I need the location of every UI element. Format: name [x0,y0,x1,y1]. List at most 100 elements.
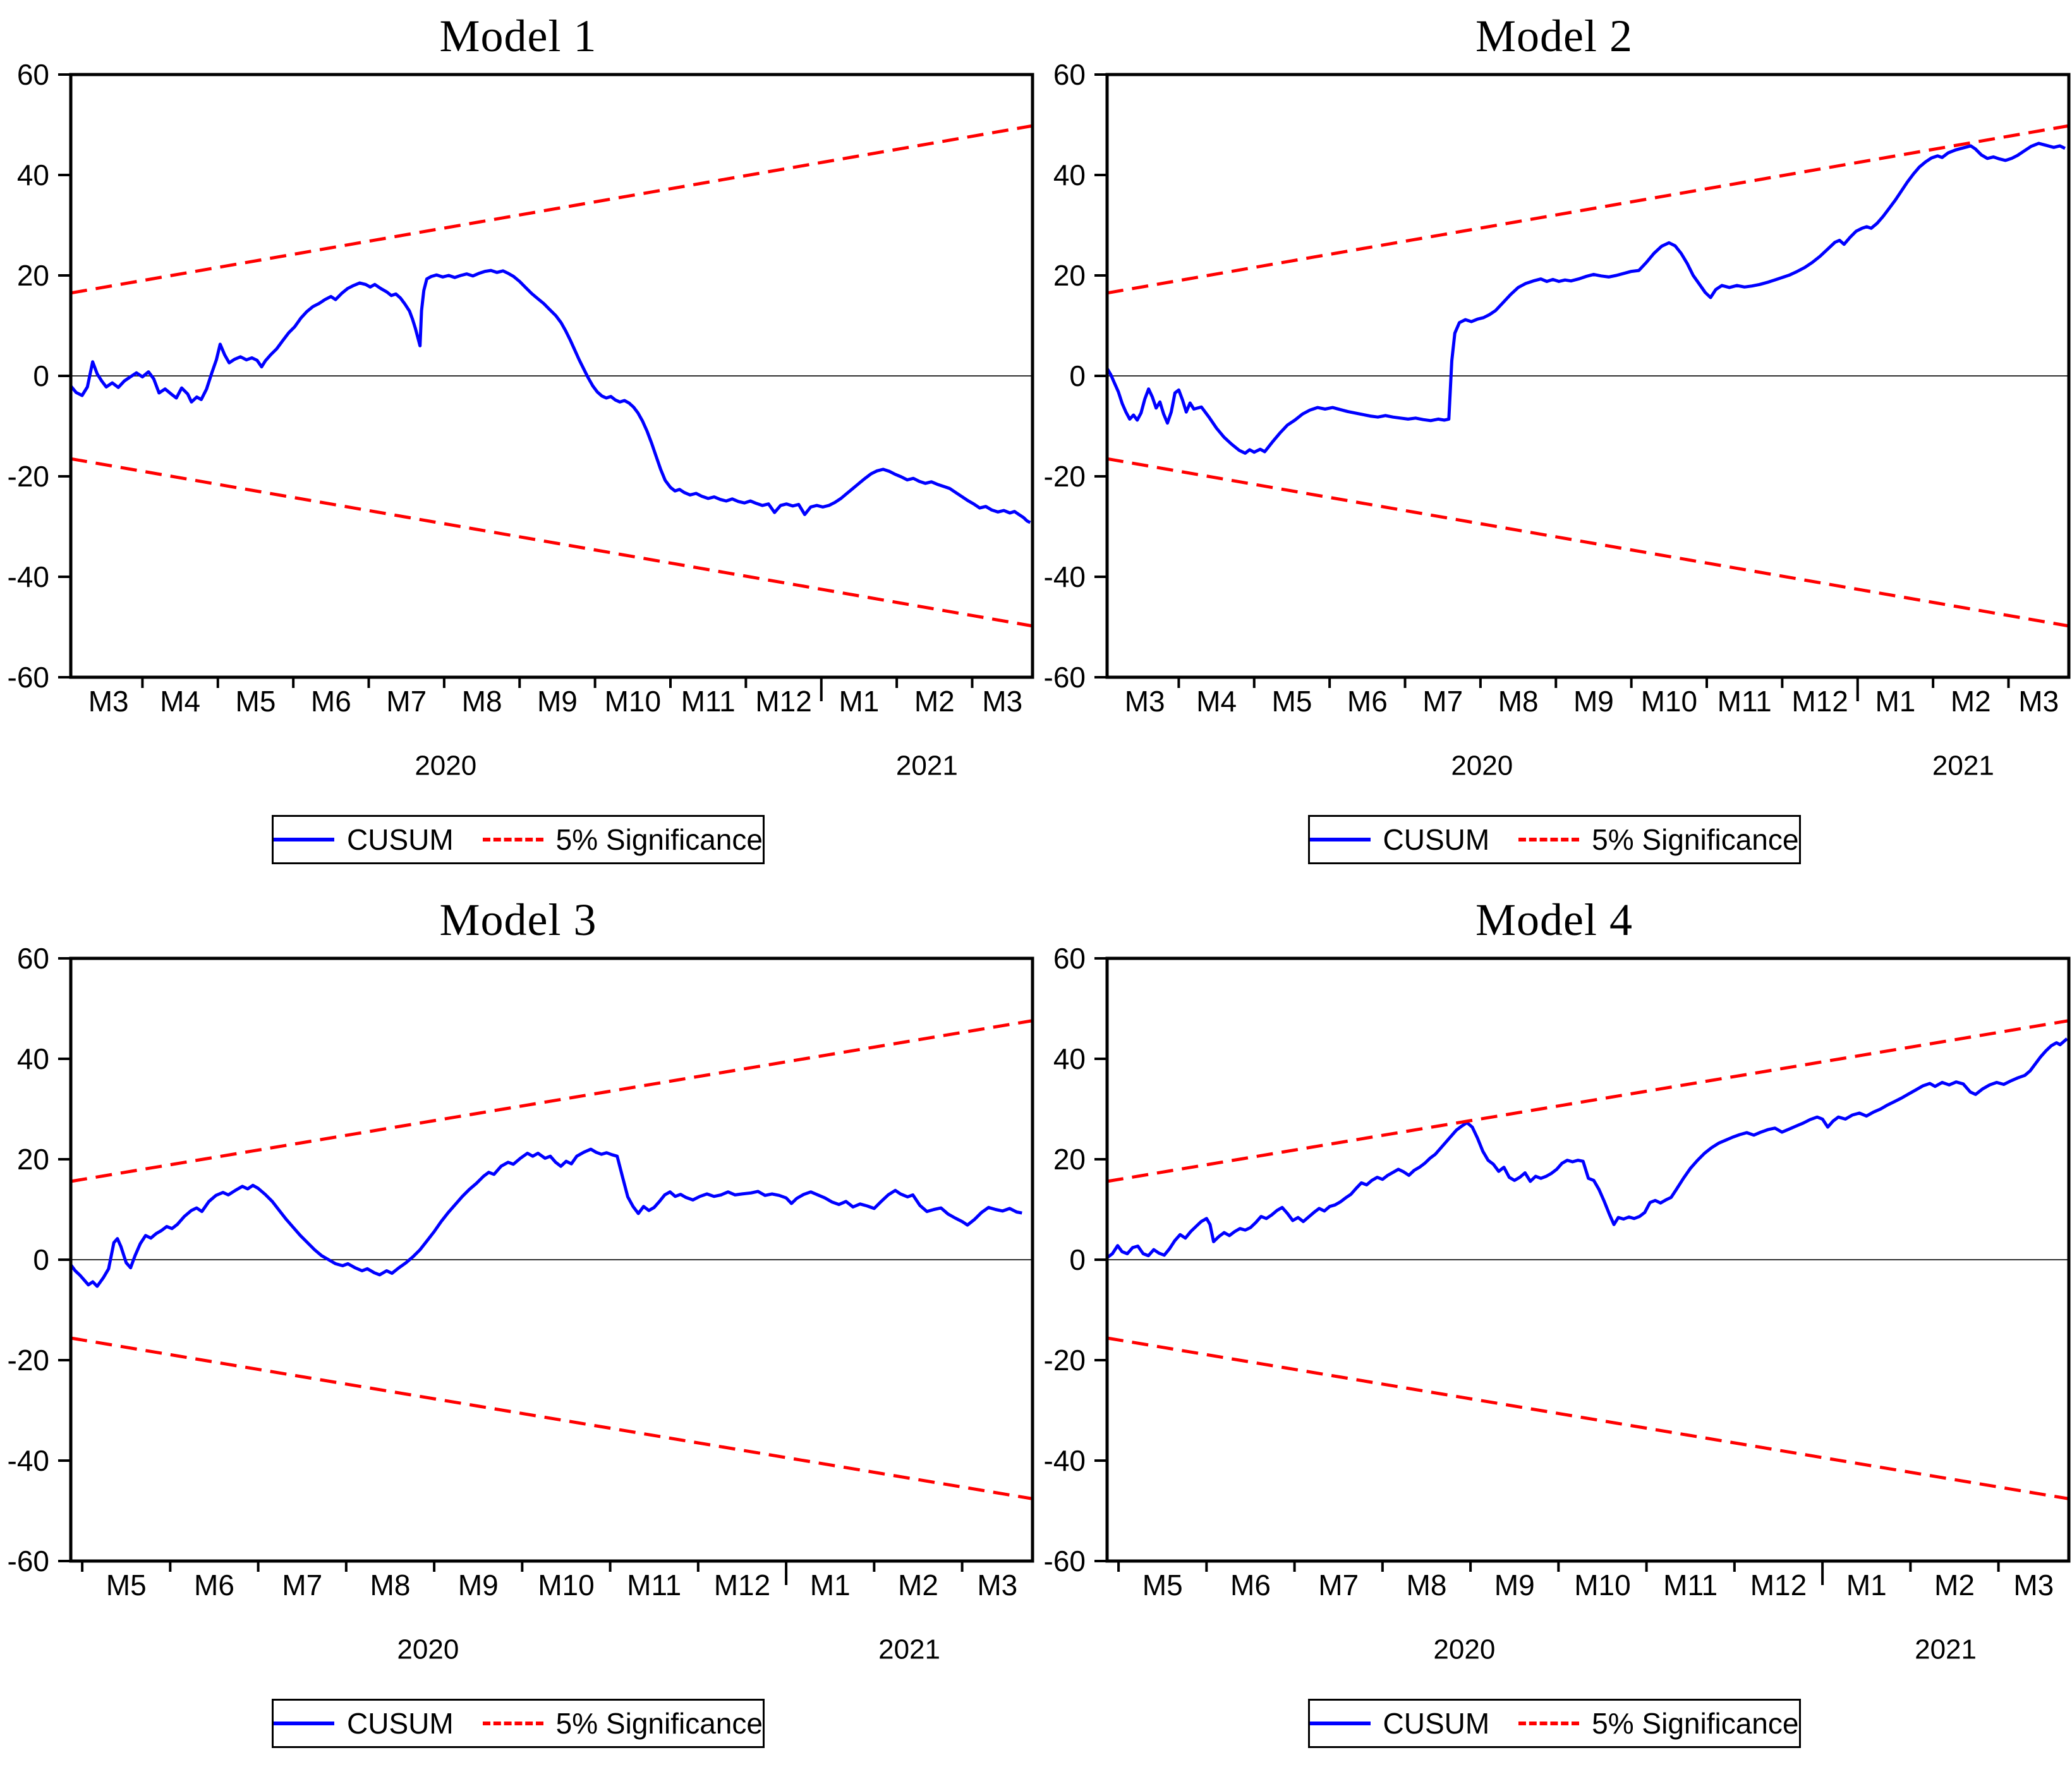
x-tick-label: M2 [1934,1569,1975,1601]
year-label: 2021 [1932,751,1994,781]
y-tick-label: 0 [33,359,49,392]
cusum-line [69,1147,1022,1288]
y-tick-label: -20 [8,460,49,493]
y-tick-label: -40 [8,560,49,593]
x-tick-label: M3 [88,685,129,718]
x-tick-label: M11 [627,1569,681,1601]
y-axis: 60 40 20 0 -20 -40 -60 [8,942,71,1577]
x-tick-label: M3 [982,685,1022,718]
significance-upper-line [1106,1019,2069,1183]
x-tick-label: M2 [914,685,955,718]
x-tick-label: M2 [898,1569,938,1601]
x-tick-label: M6 [1230,1569,1271,1601]
panel-title: Model 3 [439,895,597,945]
y-axis: 60 40 20 0 -20 -40 -60 [1044,58,1107,694]
x-tick-label: M12 [1750,1569,1807,1601]
x-tick-label: M8 [1407,1569,1447,1601]
legend-significance-label: 5% Significance [555,1707,763,1740]
significance-lower-line [70,457,1033,628]
year-label: 2020 [397,1634,459,1665]
y-tick-label: 60 [17,58,49,91]
x-tick-label: M6 [1347,685,1388,718]
cusum-line [1105,142,2066,455]
panel-title: Model 4 [1475,895,1633,945]
x-tick-label: M7 [1422,685,1463,718]
x-tick-label: M9 [537,685,578,718]
panel-model-1: 60 40 20 0 -20 -40 -60 M3 M4 M5 M6 M7 M8 M9 M10 M11 M12 M… [0,0,1036,884]
y-tick-label: 60 [17,942,49,975]
cusum-line-swatch [274,838,334,841]
year-label: 2020 [1433,1634,1495,1665]
x-tick-label: M7 [386,685,427,718]
significance-line-swatch [1518,838,1580,841]
significance-line-swatch [482,838,543,841]
x-tick-label: M9 [1573,685,1614,718]
y-tick-label: -20 [8,1344,49,1377]
y-tick-label: -40 [1044,1444,1086,1477]
y-tick-label: 40 [17,1042,49,1075]
x-tick-label: M8 [462,685,502,718]
x-axis: M5 M6 M7 M8 M9 M10 M11 M12 M1 M2 M3 2020 2021 [81,1561,1017,1665]
y-tick-label: -40 [8,1444,49,1477]
y-tick-label: 40 [1053,1042,1086,1075]
y-tick-label: -40 [1044,560,1086,593]
x-tick-label: M10 [1574,1569,1630,1601]
significance-lower-line [1106,1336,2069,1500]
y-axis: 60 40 20 0 -20 -40 -60 [1044,942,1107,1577]
year-label: 2021 [878,1634,940,1665]
legend-cusum-label: CUSUM [1383,823,1490,856]
significance-upper-line [70,124,1033,295]
x-tick-label: M12 [1791,685,1848,718]
x-tick-label: M6 [194,1569,234,1601]
y-tick-label: 20 [1053,259,1086,292]
significance-upper-line [1106,124,2069,295]
x-tick-label: M11 [681,685,736,718]
x-tick-label: M1 [1846,1569,1887,1601]
panel-title: Model 1 [439,11,597,61]
x-tick-label: M12 [714,1569,770,1601]
y-tick-label: -20 [1044,460,1086,493]
x-tick-label: M11 [1663,1569,1718,1601]
x-tick-label: M10 [538,1569,594,1601]
y-tick-label: 20 [17,1143,49,1176]
x-tick-label: M8 [1498,685,1539,718]
cusum-line [1106,1037,2068,1259]
x-tick-label: M3 [2013,1569,2054,1601]
x-tick-label: M7 [282,1569,322,1601]
x-tick-label: M10 [605,685,661,718]
x-tick-label: M1 [839,685,879,718]
cusum-line-swatch [274,1722,334,1725]
x-tick-label: M1 [1875,685,1915,718]
legend-cusum-label: CUSUM [1383,1707,1490,1740]
y-tick-label: 0 [1069,359,1086,392]
legend-cusum-label: CUSUM [347,823,454,856]
panel-model-4: 60 40 20 0 -20 -40 -60 M5 M6 M7 M8 M9 M10 M11 M12 M1 M2 M… [1036,884,2072,1767]
significance-lower-line [1106,457,2069,628]
year-label: 2021 [896,751,958,781]
significance-line-swatch [1518,1722,1580,1725]
legend-significance-label: 5% Significance [1592,1707,1799,1740]
y-tick-label: 0 [33,1243,49,1276]
cusum-line-swatch [1309,1722,1371,1725]
y-tick-label: -20 [1044,1344,1086,1377]
y-tick-label: 20 [1053,1143,1086,1176]
y-tick-label: 60 [1053,942,1086,975]
legend-significance-label: 5% Significance [555,823,763,856]
year-label: 2020 [415,751,476,781]
significance-line-swatch [482,1722,543,1725]
legend-cusum-label: CUSUM [347,1707,454,1740]
x-tick-label: M3 [1125,685,1165,718]
x-tick-label: M11 [1718,685,1772,718]
y-axis: 60 40 20 0 -20 -40 -60 [8,58,71,694]
panel-model-2: 60 40 20 0 -20 -40 -60 M3 M4 M5 M6 M7 M8 M9 M10 M11 M12 M… [1036,0,2072,884]
x-axis: M5 M6 M7 M8 M9 M10 M11 M12 M1 M2 M3 2020 2021 [1117,1561,2054,1665]
x-axis: M3 M4 M5 M6 M7 M8 M9 M10 M11 M12 M1 M2 M3 2020 2021 [88,677,1022,781]
legend: CUSUM 5% Significance [272,1699,765,1748]
x-tick-label: M1 [810,1569,851,1601]
y-tick-label: -60 [1044,1545,1086,1577]
x-tick-label: M6 [311,685,351,718]
x-axis: M3 M4 M5 M6 M7 M8 M9 M10 M11 M12 M1 M2 M3 2020 2021 [1125,677,2059,781]
x-tick-label: M10 [1641,685,1697,718]
